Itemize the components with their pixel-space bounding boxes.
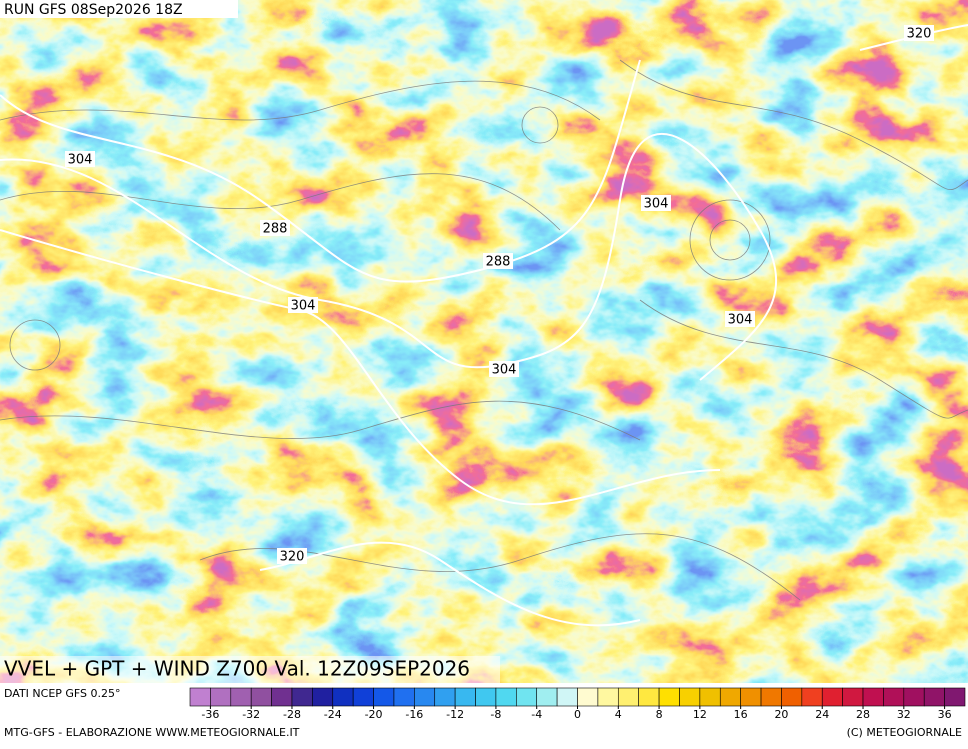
- colorbar-swatch: [719, 687, 741, 707]
- colorbar-swatch: [291, 687, 313, 707]
- contour-label-box: [65, 151, 95, 167]
- colorbar-tick-label: -32: [242, 708, 260, 721]
- contour-label: 304: [728, 313, 753, 328]
- data-source: DATI NCEP GFS 0.25°: [4, 687, 121, 700]
- colorbar-tick-label: -16: [405, 708, 423, 721]
- colorbar-swatch: [699, 687, 721, 707]
- colorbar-swatch: [332, 687, 354, 707]
- colorbar-swatch: [556, 687, 578, 707]
- colorbar-tick-label: -36: [201, 708, 219, 721]
- colorbar-tick-label: 0: [574, 708, 581, 721]
- contour-label: 320: [907, 27, 932, 42]
- colorbar-swatch: [230, 687, 252, 707]
- colorbar-swatch: [842, 687, 864, 707]
- colorbar-tick-label: -20: [365, 708, 383, 721]
- colorbar-swatch: [740, 687, 762, 707]
- colorbar-swatch: [781, 687, 803, 707]
- contour-label: 304: [492, 363, 517, 378]
- colorbar-tick-label: 4: [615, 708, 622, 721]
- colorbar-swatch: [352, 687, 374, 707]
- run-label: RUN GFS 08Sep2026 18Z: [4, 2, 183, 18]
- contour-label-box: [483, 253, 513, 269]
- geopotential-contours: [0, 24, 968, 627]
- colorbar-tick-label: 28: [856, 708, 870, 721]
- contour-label-box: [489, 361, 519, 377]
- colorbar-swatch: [271, 687, 293, 707]
- colorbar-swatch: [617, 687, 639, 707]
- colorbar-swatch: [312, 687, 334, 707]
- contour-label: 288: [263, 222, 288, 237]
- colorbar-swatch: [577, 687, 599, 707]
- colorbar-swatch: [944, 687, 966, 707]
- colorbar-tick-label: -4: [531, 708, 542, 721]
- colorbar-tick-label: 12: [693, 708, 707, 721]
- colorbar-swatch: [760, 687, 782, 707]
- contour-label-box: [277, 548, 307, 564]
- colorbar-swatch: [883, 687, 905, 707]
- colorbar-swatch: [434, 687, 456, 707]
- colorbar: -36 -32 -28 -24 -20 -16 -12 -8 -4 0 4 8 12 16 20 24 28 32…: [189, 687, 966, 721]
- colorbar-tick-label: 20: [774, 708, 788, 721]
- contour-label-box: [288, 297, 318, 313]
- colorbar-swatch: [638, 687, 660, 707]
- colorbar-swatch: [658, 687, 680, 707]
- vvel-field: [0, 0, 968, 683]
- colorbar-swatch: [862, 687, 884, 707]
- contour-label: 304: [68, 153, 93, 168]
- colorbar-tick-label: 16: [734, 708, 748, 721]
- colorbar-tick-label: 8: [656, 708, 663, 721]
- contour-label-box: [725, 311, 755, 327]
- contour-label-box: [904, 25, 934, 41]
- contour-label: 320: [280, 550, 305, 565]
- colorbar-swatch: [801, 687, 823, 707]
- map-title: VVEL + GPT + WIND Z700 Val. 12Z09SEP2026: [4, 657, 470, 681]
- contour-label-box: [260, 220, 290, 236]
- colorbar-tick-label: -8: [490, 708, 501, 721]
- colorbar-swatch: [414, 687, 436, 707]
- colorbar-swatch: [373, 687, 395, 707]
- colorbar-tick-label: 32: [897, 708, 911, 721]
- colorbar-swatch: [210, 687, 232, 707]
- contour-labels: 304 288 304 288 304 304 304 320 320: [65, 25, 934, 565]
- colorbar-swatch: [454, 687, 476, 707]
- colorbar-swatch: [536, 687, 558, 707]
- colorbar-tick-label: -24: [324, 708, 342, 721]
- colorbar-swatch: [516, 687, 538, 707]
- colorbar-swatch: [597, 687, 619, 707]
- title-bar: [0, 656, 500, 683]
- footer-left: MTG-GFS - ELABORAZIONE WWW.METEOGIORNALE…: [4, 726, 300, 739]
- contour-label: 288: [486, 255, 511, 270]
- colorbar-swatch: [495, 687, 517, 707]
- colorbar-tick-label: -12: [446, 708, 464, 721]
- colorbar-tick-label: -28: [283, 708, 301, 721]
- contour-label: 304: [644, 197, 669, 212]
- colorbar-swatch: [189, 687, 211, 707]
- contour-label: 304: [291, 299, 316, 314]
- header-box: [0, 0, 238, 18]
- colorbar-swatch: [475, 687, 497, 707]
- colorbar-swatch: [250, 687, 272, 707]
- colorbar-swatch: [393, 687, 415, 707]
- footer-right: (C) METEOGIORNALE: [847, 726, 962, 739]
- colorbar-tick-label: 24: [815, 708, 829, 721]
- colorbar-swatch: [903, 687, 925, 707]
- colorbar-swatch: [679, 687, 701, 707]
- colorbar-swatch: [821, 687, 843, 707]
- colorbar-swatch: [923, 687, 945, 707]
- contour-label-box: [641, 195, 671, 211]
- colorbar-tick-label: 36: [938, 708, 952, 721]
